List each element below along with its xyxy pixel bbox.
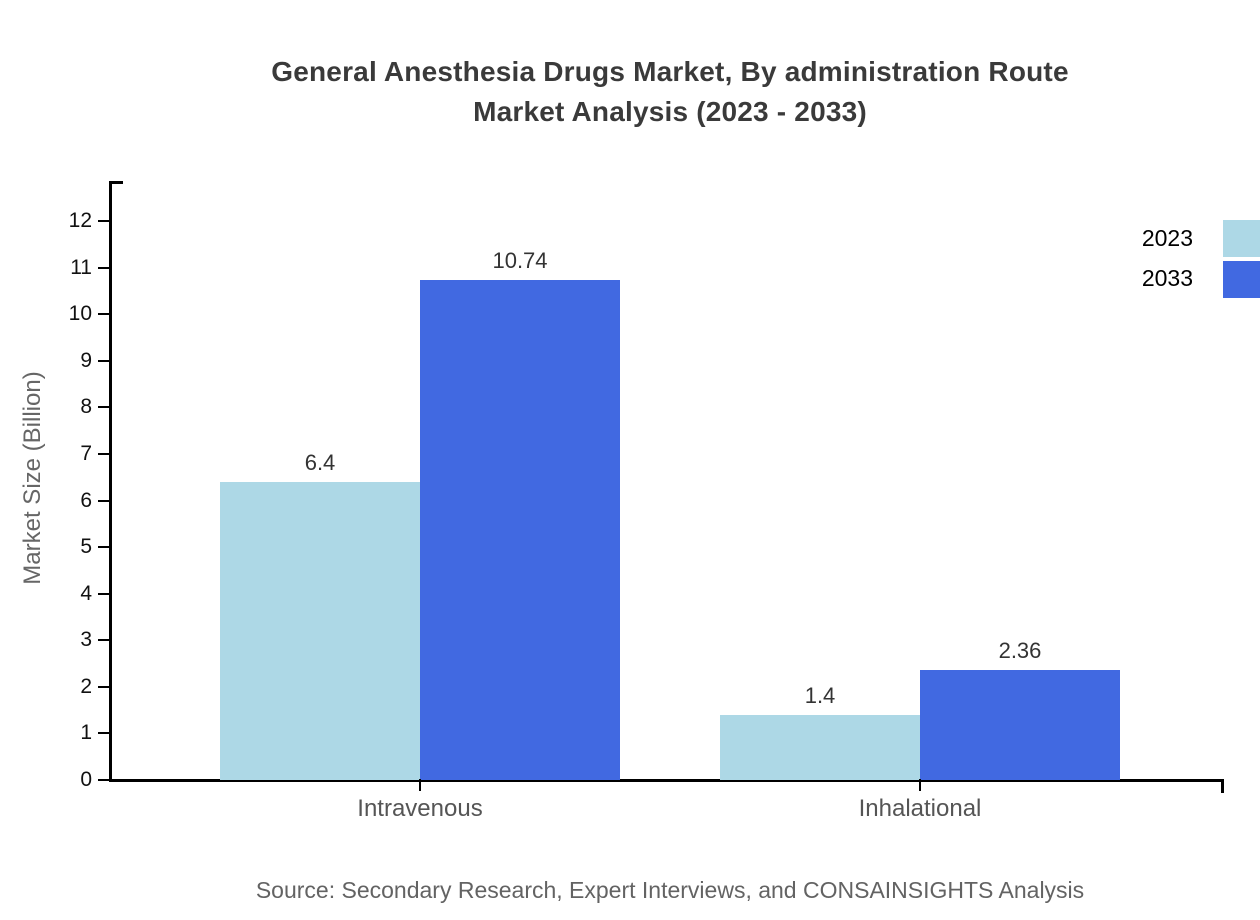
y-axis-line — [109, 181, 112, 782]
y-tick-mark — [98, 546, 110, 549]
y-tick-label: 1 — [80, 721, 92, 745]
y-axis-top-cap — [109, 181, 123, 184]
y-tick-label: 6 — [80, 488, 92, 512]
y-tick-label: 8 — [80, 395, 92, 419]
y-tick-mark — [98, 266, 110, 269]
x-axis-line — [109, 779, 1224, 782]
y-tick-label: 12 — [68, 209, 92, 233]
bar-intravenous-2023 — [220, 481, 420, 780]
chart-title-line-2: Market Analysis (2023 - 2033) — [473, 96, 867, 127]
chart-title: General Anesthesia Drugs Market, By admi… — [80, 52, 1260, 132]
y-tick-label: 4 — [80, 581, 92, 605]
y-tick-label: 11 — [70, 255, 92, 279]
legend-swatch-2033 — [1223, 261, 1260, 298]
bar-inhalational-2023 — [720, 714, 920, 780]
legend-swatch-2023 — [1223, 220, 1260, 257]
legend-label-2023: 2023 — [1141, 225, 1193, 251]
chart-title-line-1: General Anesthesia Drugs Market, By admi… — [271, 56, 1069, 87]
legend-label-2033: 2033 — [1141, 265, 1193, 291]
x-tick-mark — [919, 779, 921, 791]
bar-intravenous-2033 — [420, 279, 620, 780]
bar-value-label: 10.74 — [492, 247, 548, 273]
y-tick-label: 3 — [80, 628, 92, 652]
y-tick-mark — [98, 592, 110, 595]
x-category-label: Inhalational — [858, 795, 982, 822]
y-tick-mark — [98, 779, 110, 781]
y-tick-mark — [98, 685, 110, 688]
y-tick-label: 0 — [80, 768, 92, 791]
y-tick-label: 10 — [68, 302, 92, 326]
y-tick-label: 5 — [80, 535, 92, 559]
y-tick-mark — [98, 452, 110, 455]
y-tick-mark — [98, 359, 110, 362]
x-tick-mark — [419, 779, 421, 791]
x-category-label: Intravenous — [357, 795, 483, 822]
y-tick-label: 9 — [80, 348, 92, 372]
y-tick-mark — [98, 732, 110, 735]
y-tick-mark — [98, 220, 110, 223]
y-tick-mark — [98, 406, 110, 409]
y-tick-label: 7 — [80, 441, 92, 465]
bar-value-label: 6.4 — [304, 449, 336, 475]
bar-inhalational-2033 — [920, 670, 1120, 780]
y-tick-mark — [98, 313, 110, 316]
bar-value-label: 1.4 — [804, 682, 836, 708]
bar-value-label: 2.36 — [998, 638, 1042, 664]
y-axis-title: Market Size (Billion) — [19, 371, 46, 585]
y-tick-label: 2 — [80, 674, 92, 698]
x-axis-end-cap — [1221, 779, 1224, 793]
source-note: Source: Secondary Research, Expert Inter… — [255, 877, 1085, 903]
y-tick-mark — [98, 639, 110, 642]
y-tick-mark — [98, 499, 110, 502]
